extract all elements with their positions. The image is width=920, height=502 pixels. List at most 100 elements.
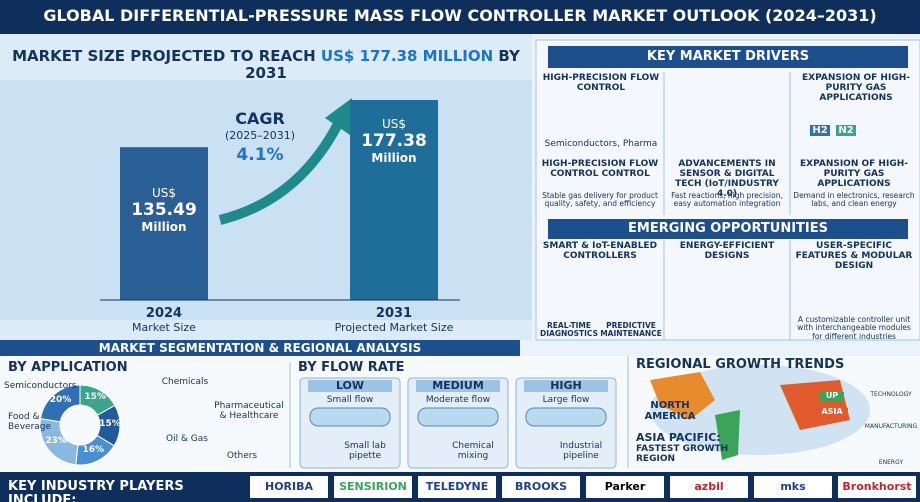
flow-use: Industrial pipeline	[559, 441, 603, 461]
opportunity-title: USER-SPECIFIC FEATURES & MODULAR DESIGN	[795, 241, 913, 271]
opportunity-label: PREDICTIVE MAINTENANCE	[600, 321, 662, 339]
flow-pipe	[525, 407, 607, 427]
driver-title: EXPANSION OF HIGH-PURITY GAS APPLICATION…	[802, 73, 910, 103]
growth-arrow	[218, 117, 345, 225]
flow-level: MEDIUM	[416, 379, 500, 393]
flow-use: Chemical mixing	[452, 441, 494, 461]
company-logo: Bronkhorst	[842, 480, 912, 493]
right-panel	[535, 39, 920, 341]
map-region	[650, 372, 715, 420]
map-region	[715, 410, 740, 460]
slice-label: 15%	[84, 392, 106, 403]
logo-box	[334, 476, 412, 498]
title-bar	[0, 0, 920, 34]
company-logo: Parker	[604, 480, 646, 493]
flow-use: Small lab pipette	[344, 441, 386, 461]
company-logo: BROOKS	[514, 480, 567, 493]
logo-box	[838, 476, 916, 498]
slice-label: 20%	[49, 395, 72, 406]
icon-label: MANUFACTURING	[864, 423, 918, 430]
driver-text: Stable gas delivery for product quality,…	[542, 191, 658, 209]
driver-title: EXPANSION OF HIGH-PURITY GAS APPLICATION…	[800, 159, 908, 189]
application-label: Others	[226, 451, 258, 461]
driver-title: HIGH-PRECISION FLOW CONTROL	[542, 73, 660, 93]
opportunity-label: REAL-TIME DIAGNOSTICS	[540, 321, 598, 339]
section-title: KEY MARKET DRIVERS	[548, 46, 908, 68]
logo-box	[586, 476, 664, 498]
cagr-label: CAGR	[235, 109, 285, 128]
headline-text: MARKET SIZE PROJECTED TO REACH	[12, 47, 316, 65]
headline: MARKET SIZE PROJECTED TO REACH US$ 177.3…	[0, 48, 532, 81]
driver-text: Demand in electronics, research labs, an…	[793, 191, 915, 209]
logo-box	[250, 476, 328, 498]
company-logo: TELEDYNE	[425, 480, 489, 493]
driver-caption: Semiconductors, Pharma	[544, 139, 658, 149]
company-logo: mks	[780, 480, 806, 493]
region-label: ASIA PACIFIC:	[636, 431, 721, 444]
arrow-head	[325, 98, 352, 135]
flow-level: LOW	[308, 379, 392, 393]
gas-label: N2	[836, 125, 856, 136]
sub-title: BY APPLICATION	[8, 360, 128, 375]
bar-label: US$	[151, 186, 177, 201]
players-title: KEY INDUSTRY PLAYERS INCLUDE:	[8, 479, 184, 502]
region-note: FASTEST GROWTH REGION	[636, 444, 729, 464]
icon-label: ENERGY	[878, 459, 904, 466]
donut-slice	[39, 418, 79, 466]
opportunity-text: A customizable controller unit with inte…	[797, 315, 911, 341]
bar-caption: Projected Market Size	[334, 321, 454, 334]
bar-label: US$	[381, 117, 407, 131]
headline-text: BY 2031	[245, 47, 520, 82]
bar-year: 2024	[145, 306, 183, 321]
bar-label: Million	[371, 151, 417, 165]
bar-value: 177.38	[361, 131, 427, 151]
flow-pipe	[417, 407, 499, 427]
opportunity-title: SMART & IoT-ENABLED CONTROLLERS	[542, 241, 658, 261]
gas-label: H2	[810, 125, 830, 136]
driver-text: Fast reactions, high precision, easy aut…	[671, 191, 783, 209]
flow-desc: Small flow	[326, 395, 374, 405]
logo-box	[754, 476, 832, 498]
company-logo: HORIBA	[264, 480, 314, 493]
company-logo: azbil	[694, 480, 724, 493]
logo-box	[418, 476, 496, 498]
flow-desc: Large flow	[542, 395, 590, 405]
icon-label: TECHNOLOGY	[870, 391, 912, 398]
bar-year: 2031	[375, 306, 413, 321]
logo-box	[502, 476, 580, 498]
driver-title: HIGH-PRECISION FLOW CONTROL CONTROL	[541, 159, 659, 179]
flow-desc: Moderate flow	[425, 395, 491, 405]
driver-title: ADVANCEMENTS IN SENSOR & DIGITAL TECH (I…	[675, 159, 779, 199]
flow-level: HIGH	[524, 379, 608, 393]
region-label: NORTH AMERICA	[644, 400, 696, 422]
badge: UP	[820, 391, 844, 401]
section-title: MARKET SEGMENTATION & REGIONAL ANALYSIS	[0, 340, 520, 356]
bar	[120, 147, 208, 300]
slice-label: 23%	[45, 436, 67, 447]
sub-title: REGIONAL GROWTH TRENDS	[636, 357, 845, 372]
slice-label: 15%	[99, 418, 121, 429]
logo-box	[670, 476, 748, 498]
company-logo: SENSIRION	[339, 480, 407, 493]
bar-value: 135.49	[131, 200, 197, 221]
slice-label: 16%	[82, 444, 105, 455]
application-label: Pharmaceutical & Healthcare	[214, 401, 284, 421]
application-label: Chemicals	[161, 377, 209, 387]
bar-caption: Market Size	[132, 321, 196, 334]
section-title: EMERGING OPPORTUNITIES	[548, 219, 908, 239]
application-label: Semiconductors	[4, 381, 77, 391]
bar-label: Million	[141, 220, 187, 235]
sub-title: BY FLOW RATE	[298, 360, 405, 375]
application-label: Food & Beverage	[8, 412, 52, 432]
opportunity-title: ENERGY-EFFICIENT DESIGNS	[679, 241, 775, 261]
cagr-period: (2025–2031)	[224, 129, 296, 142]
bar	[350, 100, 438, 300]
page-title: GLOBAL DIFFERENTIAL-PRESSURE MASS FLOW C…	[43, 6, 877, 25]
application-label: Oil & Gas	[165, 434, 208, 444]
badge: ASIA	[816, 407, 848, 417]
cagr-value: 4.1%	[236, 145, 284, 165]
headline-value: US$ 177.38 MILLION	[320, 47, 494, 65]
flow-pipe	[309, 407, 391, 427]
